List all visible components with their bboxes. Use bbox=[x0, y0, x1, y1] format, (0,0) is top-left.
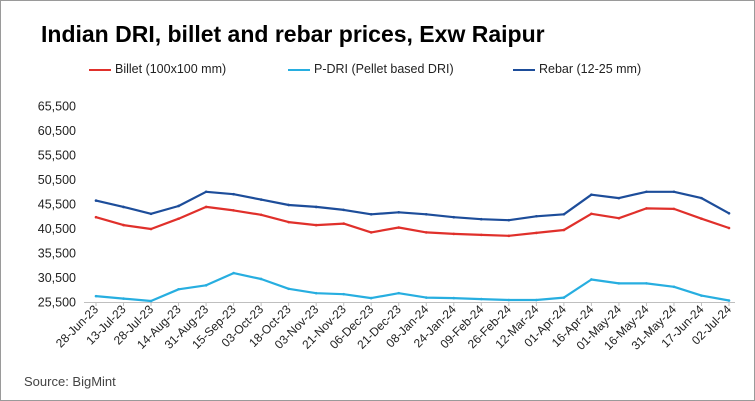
data-point bbox=[727, 212, 731, 215]
data-point bbox=[204, 190, 208, 194]
data-point bbox=[342, 292, 345, 296]
y-tick-label: 50,500 bbox=[38, 173, 76, 187]
chart-title: Indian DRI, billet and rebar prices, Exw… bbox=[41, 21, 545, 47]
y-tick-label: 25,500 bbox=[38, 296, 76, 310]
data-point bbox=[287, 220, 290, 224]
data-point bbox=[177, 217, 180, 220]
data-point bbox=[700, 294, 703, 297]
data-point bbox=[645, 282, 648, 285]
data-point bbox=[590, 193, 593, 196]
data-point bbox=[617, 196, 621, 200]
data-point bbox=[617, 282, 621, 285]
data-point bbox=[94, 294, 98, 298]
data-point bbox=[259, 277, 263, 281]
data-point bbox=[259, 198, 263, 201]
series-line-0 bbox=[94, 205, 731, 237]
data-point bbox=[122, 297, 125, 300]
data-point bbox=[727, 299, 731, 302]
y-tick-label: 45,500 bbox=[38, 198, 76, 212]
data-point bbox=[149, 299, 153, 303]
legend-swatch-rebar bbox=[513, 69, 535, 71]
data-point bbox=[149, 212, 153, 216]
data-point bbox=[452, 232, 456, 236]
data-point bbox=[480, 217, 483, 221]
data-point bbox=[204, 205, 208, 209]
data-point bbox=[122, 223, 125, 227]
legend-swatch-pdri bbox=[288, 69, 310, 71]
data-point bbox=[645, 190, 648, 194]
data-point bbox=[314, 223, 318, 227]
data-point bbox=[94, 215, 98, 219]
y-tick-label: 30,500 bbox=[38, 271, 76, 285]
y-tick-label: 35,500 bbox=[38, 247, 76, 261]
source-note: Source: BigMint bbox=[24, 374, 116, 389]
data-point bbox=[287, 287, 290, 291]
data-point bbox=[232, 209, 235, 212]
data-point bbox=[535, 231, 538, 235]
data-point bbox=[397, 226, 401, 229]
data-point bbox=[507, 234, 511, 238]
legend-label-rebar: Rebar (12-25 mm) bbox=[539, 62, 642, 76]
data-point bbox=[562, 296, 566, 299]
data-point bbox=[122, 205, 125, 209]
data-point bbox=[232, 271, 235, 275]
data-point bbox=[369, 296, 373, 300]
data-point bbox=[342, 222, 345, 225]
y-tick-label: 60,500 bbox=[38, 124, 76, 138]
data-point bbox=[424, 296, 428, 299]
data-point bbox=[672, 190, 676, 194]
data-point bbox=[342, 208, 345, 212]
y-tick-label: 65,500 bbox=[38, 100, 76, 114]
data-point bbox=[314, 291, 318, 295]
data-point bbox=[507, 218, 511, 222]
data-point bbox=[314, 205, 318, 209]
data-point bbox=[480, 233, 483, 237]
y-tick-label: 40,500 bbox=[38, 222, 76, 236]
data-point bbox=[424, 212, 428, 216]
data-point bbox=[369, 212, 373, 216]
data-point bbox=[232, 192, 235, 196]
data-point bbox=[452, 215, 456, 219]
data-point bbox=[507, 298, 511, 302]
data-point bbox=[369, 231, 373, 234]
data-point bbox=[204, 284, 208, 287]
data-point bbox=[94, 199, 98, 202]
data-point bbox=[177, 287, 180, 291]
data-point bbox=[259, 213, 263, 217]
data-point bbox=[397, 211, 401, 214]
data-point bbox=[535, 214, 538, 218]
data-point bbox=[452, 296, 456, 300]
legend-label-billet: Billet (100x100 mm) bbox=[115, 62, 227, 76]
data-point bbox=[727, 226, 731, 230]
series-line-1 bbox=[94, 272, 731, 303]
data-point bbox=[177, 204, 180, 208]
data-point bbox=[149, 227, 153, 231]
data-point bbox=[700, 196, 703, 200]
series-line-2 bbox=[94, 190, 731, 222]
data-point bbox=[700, 217, 703, 220]
y-tick-label: 55,500 bbox=[38, 149, 76, 163]
data-point bbox=[672, 207, 676, 211]
legend-swatch-billet bbox=[89, 69, 111, 71]
data-point bbox=[480, 297, 483, 301]
legend-label-pdri: P-DRI (Pellet based DRI) bbox=[314, 62, 454, 76]
data-point bbox=[617, 216, 621, 220]
data-point bbox=[590, 212, 593, 216]
data-point bbox=[535, 298, 538, 302]
data-point bbox=[397, 291, 401, 295]
data-point bbox=[645, 207, 648, 210]
data-point bbox=[562, 212, 566, 216]
data-point bbox=[562, 228, 566, 232]
data-point bbox=[672, 285, 676, 289]
data-point bbox=[287, 203, 290, 207]
data-point bbox=[590, 278, 593, 281]
data-point bbox=[424, 231, 428, 234]
